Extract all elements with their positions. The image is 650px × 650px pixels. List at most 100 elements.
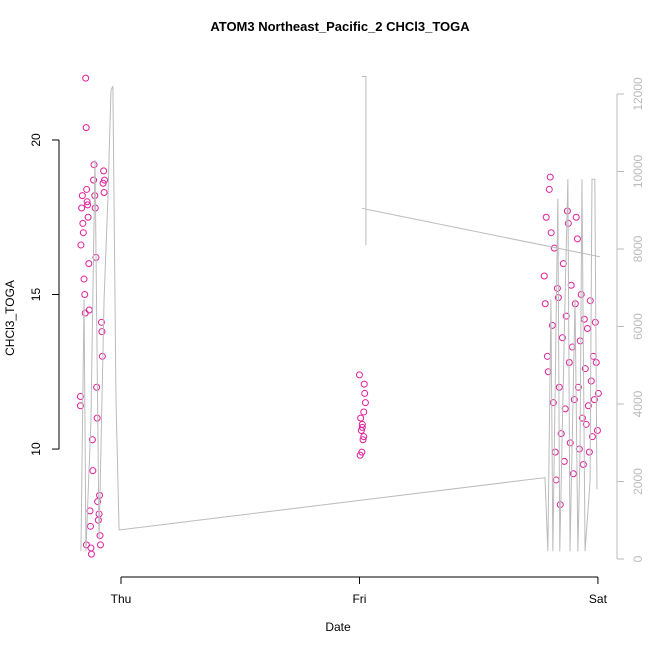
- y-tick-label: 10: [29, 442, 43, 456]
- data-point: [583, 325, 591, 333]
- data-point: [94, 498, 102, 506]
- data-point: [560, 457, 568, 465]
- data-point: [100, 189, 108, 197]
- data-point: [83, 185, 91, 193]
- data-point: [586, 297, 594, 305]
- data-point: [83, 198, 91, 206]
- data-point: [576, 337, 584, 345]
- data-point: [82, 124, 90, 132]
- data-point: [77, 241, 85, 249]
- data-point: [557, 430, 565, 438]
- data-point: [97, 318, 105, 326]
- data-point: [590, 396, 598, 404]
- y2-tick-label: 0: [631, 555, 645, 562]
- data-point: [358, 423, 366, 431]
- data-point: [551, 448, 559, 456]
- data-point: [355, 371, 363, 379]
- data-line: [80, 76, 600, 552]
- data-point: [570, 396, 578, 404]
- y2-tick-label: 6000: [631, 313, 645, 340]
- data-point: [543, 352, 551, 360]
- data-point: [79, 229, 87, 237]
- data-point: [572, 213, 580, 221]
- data-point: [569, 470, 577, 478]
- data-point: [96, 532, 104, 540]
- data-point: [89, 467, 97, 475]
- data-point: [540, 272, 548, 280]
- data-point: [578, 414, 586, 422]
- data-point: [101, 176, 109, 184]
- data-point: [360, 380, 368, 388]
- data-point: [585, 448, 593, 456]
- data-point: [562, 312, 570, 320]
- data-point: [360, 433, 368, 441]
- data-point: [361, 399, 369, 407]
- data-point: [86, 522, 94, 530]
- data-point: [558, 334, 566, 342]
- data-point: [549, 399, 557, 407]
- y2-tick-label: 2000: [631, 468, 645, 495]
- data-point: [90, 161, 98, 169]
- data-point: [76, 402, 84, 410]
- data-point: [98, 328, 106, 336]
- data-point: [574, 383, 582, 391]
- data-point: [78, 204, 86, 212]
- chart-title: ATOM3 Northeast_Pacific_2 CHCl3_TOGA: [210, 19, 470, 34]
- data-point: [87, 550, 95, 558]
- data-point: [546, 173, 554, 181]
- data-point: [82, 74, 90, 82]
- data-point: [84, 213, 92, 221]
- y2-tick-label: 8000: [631, 235, 645, 262]
- y2-tick-label: 4000: [631, 390, 645, 417]
- y-tick-label: 20: [29, 133, 43, 147]
- data-point: [81, 309, 89, 317]
- data-point: [76, 393, 84, 401]
- data-point: [358, 420, 366, 428]
- y-tick-label: 15: [29, 288, 43, 302]
- data-point: [85, 306, 93, 314]
- y2-tick-label: 12000: [631, 77, 645, 111]
- data-point: [580, 315, 588, 323]
- data-point: [85, 260, 93, 268]
- data-point: [548, 321, 556, 329]
- data-point: [541, 300, 549, 308]
- data-point: [81, 291, 89, 299]
- x-tick-label: Thu: [111, 592, 132, 606]
- x-tick-label: Sat: [589, 592, 608, 606]
- data-point: [361, 389, 369, 397]
- data-point: [356, 451, 364, 459]
- data-point: [588, 433, 596, 441]
- data-point: [96, 541, 104, 549]
- x-axis-label: Date: [325, 620, 351, 634]
- data-point: [79, 219, 87, 227]
- data-point: [357, 414, 365, 422]
- data-point: [593, 427, 601, 435]
- y-axis-label: CHCl3_TOGA: [3, 280, 17, 356]
- data-point: [581, 365, 589, 373]
- data-point: [359, 436, 367, 444]
- data-point: [78, 192, 86, 200]
- data-point: [542, 213, 550, 221]
- data-point: [566, 439, 574, 447]
- data-point: [587, 377, 595, 385]
- data-point: [84, 201, 92, 209]
- y2-tick-label: 10000: [631, 154, 645, 188]
- data-point: [90, 176, 98, 184]
- data-point: [80, 275, 88, 283]
- data-point: [100, 167, 108, 175]
- data-point: [93, 383, 101, 391]
- data-point: [573, 235, 581, 243]
- data-point: [547, 229, 555, 237]
- data-point: [360, 408, 368, 416]
- data-point: [579, 460, 587, 468]
- data-point: [584, 402, 592, 410]
- data-point: [594, 389, 602, 397]
- x-tick-label: Fri: [352, 592, 366, 606]
- data-point: [93, 414, 101, 422]
- data-point: [553, 284, 561, 292]
- data-point: [582, 420, 590, 428]
- data-point: [567, 281, 575, 289]
- data-point: [88, 436, 96, 444]
- data-point: [545, 185, 553, 193]
